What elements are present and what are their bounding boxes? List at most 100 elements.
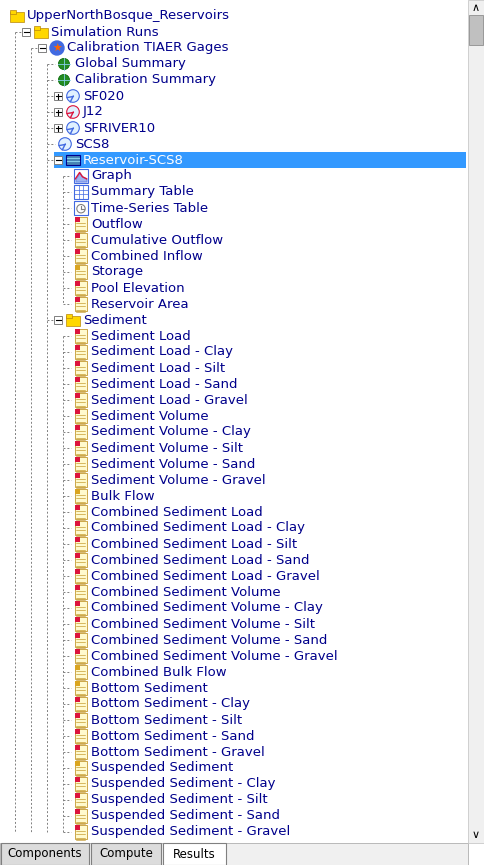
Bar <box>75 473 80 478</box>
Bar <box>75 265 80 271</box>
Bar <box>75 297 80 303</box>
Bar <box>75 473 87 487</box>
Bar <box>75 793 80 798</box>
Text: Combined Sediment Volume - Silt: Combined Sediment Volume - Silt <box>91 618 315 631</box>
Text: Simulation Runs: Simulation Runs <box>51 25 159 39</box>
Bar <box>75 361 87 375</box>
Text: Bottom Sediment - Sand: Bottom Sediment - Sand <box>91 729 255 742</box>
Text: Combined Inflow: Combined Inflow <box>91 249 203 262</box>
Text: Bulk Flow: Bulk Flow <box>91 490 154 503</box>
Text: J12: J12 <box>83 106 104 119</box>
Text: Combined Sediment Load - Gravel: Combined Sediment Load - Gravel <box>91 569 320 582</box>
Bar <box>1 843 89 865</box>
Circle shape <box>59 74 70 86</box>
Bar <box>75 265 87 279</box>
Text: Reservoir-SCS8: Reservoir-SCS8 <box>83 153 184 166</box>
Bar <box>75 457 87 471</box>
Circle shape <box>50 41 64 55</box>
Bar <box>75 729 80 734</box>
Bar <box>75 441 87 455</box>
Bar <box>54 124 62 132</box>
Bar <box>163 843 226 865</box>
Bar <box>75 329 80 334</box>
Bar <box>75 361 80 366</box>
Bar <box>75 393 87 407</box>
Text: Sediment: Sediment <box>83 313 147 326</box>
Bar <box>75 617 87 631</box>
Bar <box>75 585 87 599</box>
Bar <box>75 681 87 695</box>
Text: Components: Components <box>8 848 82 861</box>
Bar <box>34 26 40 30</box>
Text: Combined Sediment Load - Silt: Combined Sediment Load - Silt <box>91 537 297 550</box>
Text: Combined Sediment Load - Sand: Combined Sediment Load - Sand <box>91 554 309 567</box>
Bar <box>75 697 80 702</box>
Bar <box>75 761 80 766</box>
Text: ∧: ∧ <box>472 3 480 13</box>
Bar <box>75 345 80 350</box>
Text: Calibration Summary: Calibration Summary <box>75 74 216 86</box>
Bar <box>75 233 80 239</box>
Bar <box>75 217 80 222</box>
Bar <box>75 601 87 615</box>
Text: Outflow: Outflow <box>91 217 143 230</box>
Bar <box>75 457 80 462</box>
Bar <box>75 553 80 558</box>
Text: Sediment Load - Sand: Sediment Load - Sand <box>91 377 238 390</box>
Bar <box>75 633 80 638</box>
Text: Sediment Volume - Gravel: Sediment Volume - Gravel <box>91 473 266 486</box>
Bar <box>75 505 87 519</box>
Bar <box>74 185 88 199</box>
Bar <box>75 281 80 286</box>
Text: Combined Sediment Load - Clay: Combined Sediment Load - Clay <box>91 522 305 535</box>
Text: Pool Elevation: Pool Elevation <box>91 281 184 294</box>
Bar <box>54 156 62 164</box>
Bar <box>75 713 80 718</box>
Text: Sediment Load: Sediment Load <box>91 330 191 343</box>
Circle shape <box>67 122 79 134</box>
Text: Cumulative Outflow: Cumulative Outflow <box>91 234 223 247</box>
Bar <box>75 697 87 711</box>
Bar <box>75 345 87 359</box>
Text: SCS8: SCS8 <box>75 138 109 151</box>
Bar <box>75 537 80 542</box>
Text: Suspended Sediment - Silt: Suspended Sediment - Silt <box>91 793 268 806</box>
Text: SFRIVER10: SFRIVER10 <box>83 121 155 134</box>
Bar <box>75 409 80 414</box>
Bar <box>75 297 87 311</box>
Circle shape <box>67 90 79 102</box>
Bar <box>75 777 80 782</box>
Bar <box>75 617 80 622</box>
Bar <box>66 316 80 325</box>
Text: ★: ★ <box>52 44 62 54</box>
Text: Results: Results <box>173 848 216 861</box>
Bar <box>75 809 80 814</box>
Bar <box>75 521 87 535</box>
Text: Bottom Sediment: Bottom Sediment <box>91 682 208 695</box>
Text: Calibration TIAER Gages: Calibration TIAER Gages <box>67 42 228 54</box>
Text: Combined Sediment Volume: Combined Sediment Volume <box>91 586 281 599</box>
Bar <box>54 316 62 324</box>
Bar <box>75 377 87 391</box>
Bar <box>10 12 24 22</box>
Text: Suspended Sediment - Sand: Suspended Sediment - Sand <box>91 810 280 823</box>
Bar <box>75 249 87 263</box>
Text: Sediment Volume: Sediment Volume <box>91 409 209 422</box>
Bar <box>468 0 484 843</box>
Bar <box>54 108 62 116</box>
Text: Sediment Volume - Clay: Sediment Volume - Clay <box>91 426 251 439</box>
Bar <box>54 152 466 168</box>
Text: Bottom Sediment - Clay: Bottom Sediment - Clay <box>91 697 250 710</box>
Circle shape <box>67 106 79 119</box>
Text: SF020: SF020 <box>83 89 124 102</box>
Bar <box>75 329 87 343</box>
Text: Bottom Sediment - Silt: Bottom Sediment - Silt <box>91 714 242 727</box>
Text: Suspended Sediment: Suspended Sediment <box>91 761 233 774</box>
Text: Sediment Load - Gravel: Sediment Load - Gravel <box>91 394 248 407</box>
Text: Suspended Sediment - Gravel: Suspended Sediment - Gravel <box>91 825 290 838</box>
Bar <box>75 777 87 791</box>
Bar <box>75 249 80 254</box>
Bar <box>22 28 30 36</box>
Text: UpperNorthBosque_Reservoirs: UpperNorthBosque_Reservoirs <box>27 10 230 22</box>
Bar <box>75 681 80 686</box>
